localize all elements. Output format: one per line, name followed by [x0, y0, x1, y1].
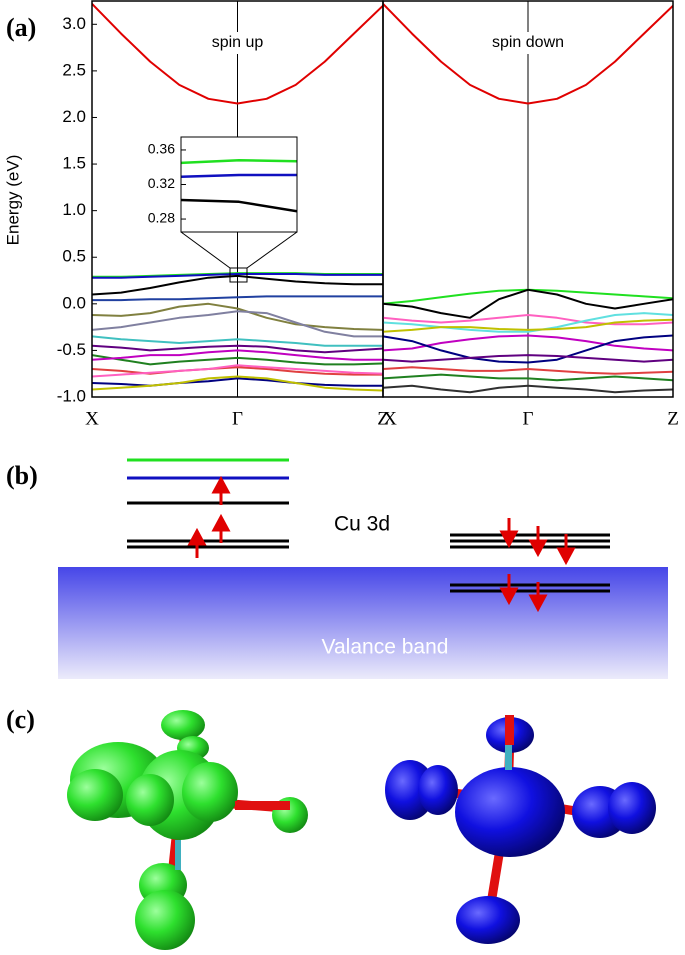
band-line — [92, 310, 383, 338]
band-line — [92, 273, 383, 279]
panel-label: (c) — [6, 705, 35, 734]
band-label: Valance band — [322, 636, 449, 659]
y-tick-label: 1.0 — [62, 200, 86, 219]
orbital-green — [67, 710, 308, 950]
annotation-background — [486, 32, 570, 54]
band-structure: X Γ Z -1.0 -0.5 0.0 0.5 1.0 1.5 2.0 2.5 3.0 spin up E… — [3, 0, 679, 429]
bands — [383, 3, 673, 394]
y-tick-label: 0.0 — [62, 293, 86, 312]
inset-connector — [180, 231, 298, 283]
band-line — [383, 354, 673, 363]
band-line — [383, 366, 673, 375]
y-tick-label: 3.0 — [62, 14, 86, 33]
band-line — [92, 3, 383, 105]
bands — [181, 159, 297, 213]
y-tick-label: 2.0 — [62, 107, 86, 126]
x-tick-label: Z — [377, 408, 389, 429]
band-line — [92, 335, 383, 347]
band-line — [383, 288, 673, 319]
band-line — [181, 198, 297, 213]
band-line — [92, 375, 383, 392]
bands — [92, 3, 383, 392]
band-line — [92, 364, 383, 378]
annotation: spin down — [492, 34, 564, 51]
band-line — [383, 373, 673, 382]
annotation-background — [195, 32, 280, 54]
band-line — [92, 354, 383, 366]
band-line — [92, 274, 383, 296]
plot-frame — [382, 0, 674, 398]
y-tick-label: 0.32 — [148, 175, 175, 191]
plot-frame — [180, 136, 298, 233]
chart: X Γ Z -1.0 -0.5 0.0 0.5 1.0 1.5 2.0 2.5 3.0 spin up E… — [3, 0, 389, 429]
band-line — [92, 302, 383, 331]
band-line — [383, 384, 673, 394]
band-line — [181, 173, 297, 178]
y-tick-label: 1.5 — [62, 154, 86, 173]
y-tick-label: -1.0 — [57, 386, 86, 405]
band-line — [383, 334, 673, 352]
chart: 0.28 0.32 0.36 — [148, 136, 298, 233]
band-line — [383, 318, 673, 333]
band-line — [383, 334, 673, 364]
band-line — [92, 295, 383, 302]
band-line — [383, 312, 673, 333]
band-line — [92, 349, 383, 361]
y-tick-label: -0.5 — [57, 340, 86, 359]
y-axis-label: Energy (eV) — [3, 155, 22, 246]
y-tick-label: 0.28 — [148, 210, 175, 226]
x-tick-label: X — [383, 408, 397, 429]
inset-background — [181, 137, 297, 232]
x-tick-label: Γ — [232, 408, 243, 429]
band-line — [92, 344, 383, 354]
annotation: spin up — [212, 34, 264, 51]
orbital-blue — [385, 715, 656, 944]
band-line — [383, 314, 673, 326]
panel-label: (b) — [6, 461, 38, 490]
x-tick-label: Z — [667, 408, 679, 429]
y-tick-label: 0.5 — [62, 247, 86, 266]
x-tick-label: Γ — [523, 408, 534, 429]
level-diagram: Valance band Cu 3d — [58, 458, 668, 679]
x-tick-label: X — [85, 408, 99, 429]
band-line — [181, 159, 297, 165]
panel-label: (a) — [6, 13, 36, 42]
band-line — [383, 3, 673, 105]
orbital-label: Cu 3d — [334, 513, 390, 536]
band-line — [92, 377, 383, 387]
y-tick-label: 2.5 — [62, 60, 86, 79]
y-tick-label: 0.36 — [148, 141, 175, 157]
